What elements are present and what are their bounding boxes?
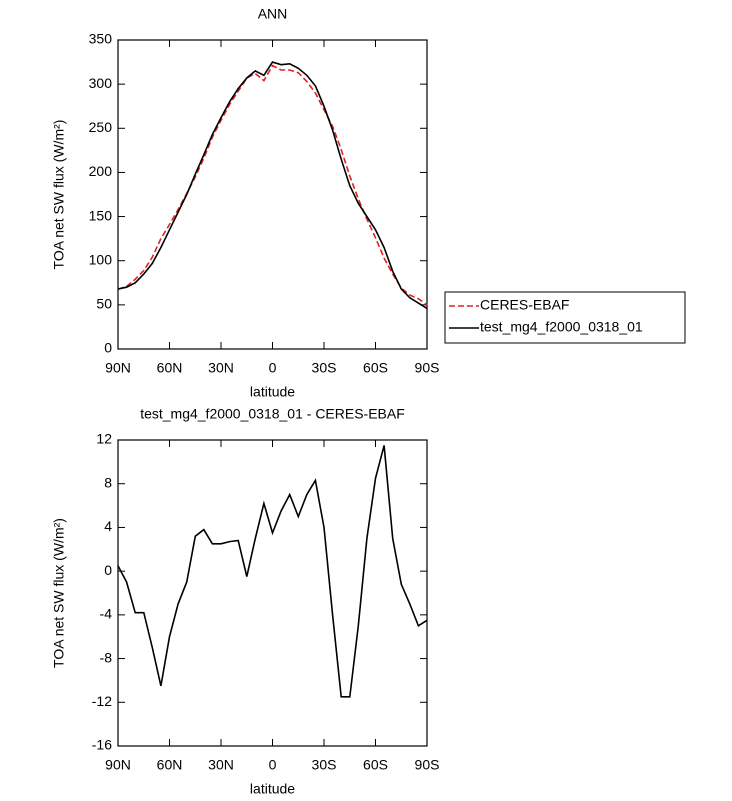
legend-box bbox=[444, 291, 686, 344]
y-tick-label: 8 bbox=[104, 474, 112, 490]
line-series bbox=[117, 61, 428, 310]
line-series bbox=[117, 445, 428, 698]
y-tick-label: 50 bbox=[96, 296, 112, 312]
y-tick-label: -12 bbox=[92, 693, 112, 709]
y-tick-label: 200 bbox=[89, 163, 113, 179]
y-tick-label: 0 bbox=[104, 340, 112, 356]
legend-label: CERES-EBAF bbox=[480, 297, 569, 313]
chart-title: test_mg4_f2000_0318_01 - CERES-EBAF bbox=[140, 406, 405, 422]
x-tick-label: 90N bbox=[105, 757, 131, 773]
x-axis-label: latitude bbox=[250, 384, 295, 400]
y-tick-label: 4 bbox=[104, 518, 112, 534]
x-tick-label: 0 bbox=[269, 360, 277, 376]
y-axis-label: TOA net SW flux (W/m²) bbox=[51, 518, 67, 668]
y-tick-label: 250 bbox=[89, 119, 113, 135]
x-tick-label: 30S bbox=[312, 757, 337, 773]
x-tick-label: 60S bbox=[363, 757, 388, 773]
plot-frame bbox=[117, 439, 428, 747]
chart-title: ANN bbox=[258, 6, 288, 22]
y-axis-label: TOA net SW flux (W/m²) bbox=[51, 120, 67, 270]
y-tick-label: 12 bbox=[96, 431, 112, 447]
y-tick-label: 300 bbox=[89, 75, 113, 91]
x-tick-label: 60N bbox=[157, 360, 183, 376]
plot-frame bbox=[117, 39, 428, 350]
y-tick-label: 100 bbox=[89, 251, 113, 267]
line-series bbox=[117, 64, 428, 306]
x-axis-label: latitude bbox=[250, 781, 295, 797]
x-tick-label: 90S bbox=[415, 360, 440, 376]
x-tick-label: 0 bbox=[269, 757, 277, 773]
y-tick-label: -8 bbox=[100, 649, 113, 665]
x-tick-label: 60S bbox=[363, 360, 388, 376]
y-tick-label: -4 bbox=[100, 606, 113, 622]
x-tick-label: 90N bbox=[105, 360, 131, 376]
x-tick-label: 30N bbox=[208, 757, 234, 773]
x-tick-label: 90S bbox=[415, 757, 440, 773]
y-tick-label: 150 bbox=[89, 207, 113, 223]
x-tick-label: 30S bbox=[312, 360, 337, 376]
x-tick-label: 60N bbox=[157, 757, 183, 773]
legend-label: test_mg4_f2000_0318_01 bbox=[480, 319, 643, 335]
y-tick-label: 0 bbox=[104, 562, 112, 578]
y-tick-label: 350 bbox=[89, 31, 113, 47]
y-tick-label: -16 bbox=[92, 737, 112, 753]
x-tick-label: 30N bbox=[208, 360, 234, 376]
